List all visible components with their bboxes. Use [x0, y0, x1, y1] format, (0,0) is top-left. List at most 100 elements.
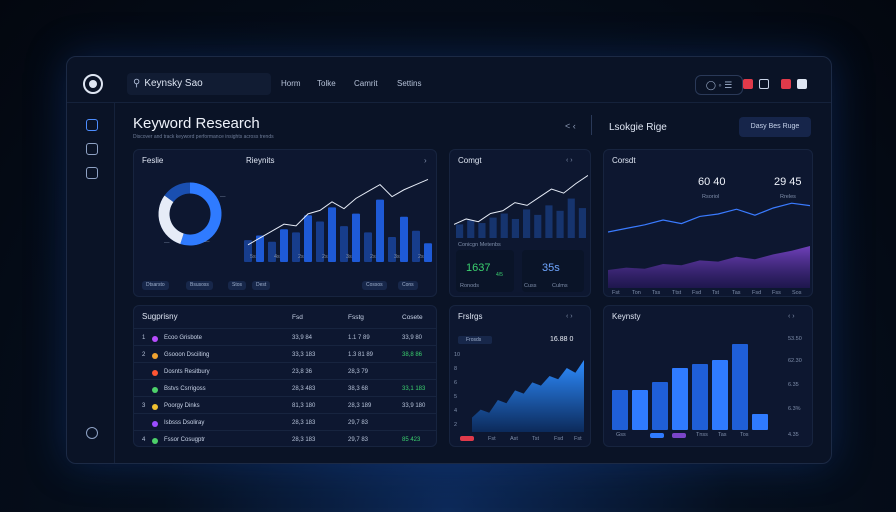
donut-label-2: —	[204, 239, 210, 245]
keywords-y-label: 53.50	[788, 336, 802, 342]
row-rank: 3	[142, 403, 146, 409]
side-panel-title: Lsokgie Rige	[609, 122, 667, 133]
bars-x-label: 2s	[322, 254, 328, 260]
legend-chip[interactable]: Cossos	[362, 281, 387, 290]
nav-item-tools[interactable]: Tolke	[317, 79, 336, 88]
row-col1: 28,3 483	[292, 386, 316, 392]
nav-item-settings[interactable]: Settins	[397, 79, 422, 88]
location-pin-icon: ⚲	[133, 78, 141, 89]
donut-chart	[158, 182, 222, 246]
message-icon[interactable]	[781, 79, 791, 89]
findings-x-label: Fst	[574, 436, 582, 442]
row-rank: 1	[142, 335, 146, 341]
bars-x-label: 2s	[418, 254, 424, 260]
compare-chart	[454, 175, 588, 238]
bar	[612, 390, 628, 430]
findings-arrows[interactable]: ‹ ›	[566, 313, 573, 320]
findings-title: Frslrgs	[458, 312, 483, 321]
table-col-header[interactable]: Cosete	[402, 314, 423, 321]
table-row[interactable]: 3 Poorgy Dinks 81,3 180 28,3 189 33,9 180	[134, 396, 436, 413]
compare-line	[454, 175, 588, 225]
row-col3: 33,1 183	[402, 386, 426, 392]
settings-icon[interactable]	[86, 143, 98, 155]
findings-legend[interactable]: Frosds	[458, 336, 492, 344]
bar	[578, 208, 586, 238]
table-row[interactable]: Isbsss Dsoliray 28,3 183 29,7 83	[134, 413, 436, 430]
keywords-x-label: Tos	[740, 432, 749, 438]
donut-slice	[180, 182, 222, 246]
legend-chip[interactable]: Cons	[398, 281, 418, 290]
row-rank: 2	[142, 352, 146, 358]
keywords-bar-chart	[612, 344, 768, 430]
help-icon[interactable]	[86, 427, 98, 439]
metric-box-2: 35s Cuss Culms	[522, 250, 584, 292]
keywords-legend-swatch	[672, 433, 686, 438]
bar	[328, 207, 336, 262]
row-keyword: Ecoo Grisbote	[164, 335, 203, 341]
nav-item-compare[interactable]: Camrit	[354, 79, 378, 88]
bars-arrow[interactable]: ›	[424, 156, 427, 165]
card-compare: Comgt ‹ › Conicgn Metenbs 1637 4/5 Ronod…	[449, 149, 591, 297]
keywords-x-label: Tnss	[696, 432, 708, 438]
chart-icon[interactable]	[86, 167, 98, 179]
metric-chip-3: Culms	[552, 283, 568, 289]
legend-chip[interactable]: Dtsarsto	[142, 281, 169, 290]
row-col1: 81,3 180	[292, 403, 316, 409]
legend-chip[interactable]: Bsusoss	[186, 281, 213, 290]
bar	[364, 232, 372, 262]
table-col-header[interactable]: Fsstg	[348, 314, 364, 321]
card-trend: Corsdt 60 40 Rsoriol 29 45 Rreles Fst To…	[603, 149, 813, 297]
row-status-dot	[152, 387, 158, 393]
profile-icon[interactable]	[797, 79, 807, 89]
findings-y-label: 10	[454, 352, 461, 358]
page-title: Keyword Research	[133, 115, 260, 132]
keywords-x-label: Tas	[718, 432, 727, 438]
table-row[interactable]: Dosnts Resitbury 23,8 36 28,3 79	[134, 362, 436, 379]
donut-slice	[158, 195, 185, 244]
bar	[556, 210, 564, 238]
keywords-y-label: 62.30	[788, 358, 802, 364]
trend-x-label: Sos	[792, 290, 802, 296]
table-row[interactable]: 1 Ecoo Grisbote 33,9 84 1.1 7 89 33,9 80	[134, 328, 436, 345]
document-icon[interactable]	[759, 79, 769, 89]
legend-chip[interactable]: Dest	[252, 281, 271, 290]
search-input[interactable]: ⚲ Keynsky Sao	[127, 73, 271, 95]
pager-arrows[interactable]: < ‹	[565, 121, 576, 131]
table-row[interactable]: 4 Fssor Cosugptr 28,3 183 29,7 83 85 423	[134, 430, 436, 446]
keywords-arrows[interactable]: ‹ ›	[788, 313, 795, 320]
bar	[256, 235, 264, 262]
bar	[478, 223, 486, 238]
compare-title: Comgt	[458, 156, 482, 165]
table-col-header[interactable]: Fsd	[292, 314, 303, 321]
bar	[412, 230, 420, 262]
bars-x-label: 3s	[394, 254, 400, 260]
chat-menu-group[interactable]: ◯ ◦ ☰	[695, 75, 743, 95]
table-row[interactable]: 2 Gsooon Dsciiting 33,3 183 1.3 81 89 38,8 8…	[134, 345, 436, 362]
nav-item-home[interactable]: Horm	[281, 79, 301, 88]
bar	[567, 198, 575, 238]
home-icon[interactable]	[86, 119, 98, 131]
keywords-y-label: 4.35	[788, 432, 799, 438]
donut-label-3: —	[164, 240, 170, 246]
legend-chip[interactable]: Stos	[228, 281, 247, 290]
card-overview: Feslie — — — Rieynits › 5s 4s 2s 2s 3s 2…	[133, 149, 437, 297]
bar	[692, 364, 708, 430]
trend-x-label: Fst	[612, 290, 620, 296]
findings-x-label: Tst	[532, 436, 540, 442]
search-text: Keynsky Sao	[144, 78, 203, 89]
compare-arrows[interactable]: ‹ ›	[566, 157, 573, 164]
notification-icon[interactable]	[743, 79, 753, 89]
findings-x-label: Fsd	[554, 436, 564, 442]
row-status-dot	[152, 336, 158, 342]
trend-x-label: Ton	[632, 290, 641, 296]
metric-sub-1: 4/5	[496, 272, 503, 278]
findings-y-label: 8	[454, 366, 458, 372]
trend-line	[247, 178, 429, 246]
row-status-dot	[152, 438, 158, 444]
row-keyword: Isbsss Dsoliray	[164, 420, 205, 426]
table-row[interactable]: Bstvs Csrrigoss 28,3 483 38,3 68 33,1 183	[134, 379, 436, 396]
bar	[732, 344, 748, 430]
range-button[interactable]: Dasy Bes Ruge	[739, 117, 811, 137]
logo-icon[interactable]	[83, 74, 103, 94]
compare-subtitle: Conicgn Metenbs	[458, 242, 501, 248]
